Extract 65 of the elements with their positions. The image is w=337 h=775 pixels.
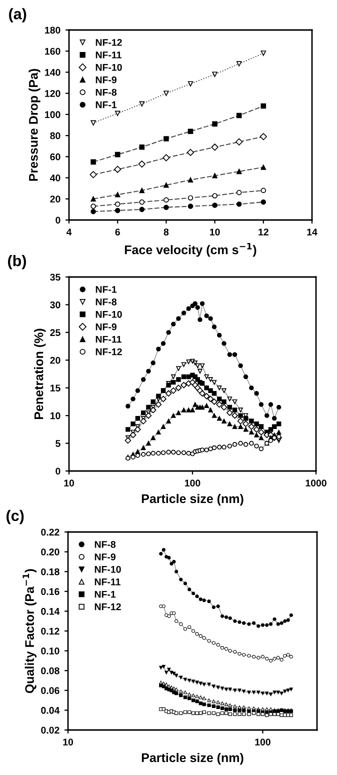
x-tick-label: 4 xyxy=(66,228,72,236)
y-tick-label: 180 xyxy=(45,26,60,34)
legend-label: NF-12 xyxy=(94,603,121,610)
x-axis-title: Particle size (nm) xyxy=(142,752,244,765)
x-tick-label: 14 xyxy=(307,228,318,236)
y-tick-label: 40 xyxy=(50,174,60,182)
y-axis-title: Pressure Drop (Pa) xyxy=(28,69,40,181)
x-axis-title: Particle size (nm) xyxy=(142,494,244,506)
y-tick-label: 30 xyxy=(50,301,60,308)
x-tick-label: 10 xyxy=(210,228,220,236)
x-tick-label: 8 xyxy=(164,228,169,236)
y-tick-label: 60 xyxy=(50,153,60,160)
x-tick-label: 12 xyxy=(258,228,268,236)
legend-label: NF-10 xyxy=(94,566,121,573)
y-tick-label: 80 xyxy=(50,132,60,140)
y-tick-label: 0.18 xyxy=(41,568,60,576)
legend-label: NF-11 xyxy=(96,336,122,343)
y-tick-label: 0.20 xyxy=(41,548,60,556)
x-tick-label: 6 xyxy=(115,228,120,236)
legend-label: NF-8 xyxy=(94,541,116,548)
y-tick-label: 0.14 xyxy=(41,608,60,615)
y-tick-label: 0.16 xyxy=(41,588,60,596)
y-tick-label: 25 xyxy=(50,329,60,336)
legend-label: NF-1 xyxy=(96,286,117,293)
legend-label: NF-12 xyxy=(96,348,122,356)
legend-label: NF-1 xyxy=(96,101,117,108)
x-tick-label: 100 xyxy=(185,480,200,486)
y-tick-label: 0.06 xyxy=(41,687,60,694)
y-tick-label: 0.04 xyxy=(41,706,60,714)
chart-title: (c) xyxy=(6,510,24,524)
y-tick-label: 0 xyxy=(56,468,60,475)
legend-label: NF-8 xyxy=(96,298,117,306)
y-tick-label: 0 xyxy=(56,216,60,224)
y-axis-title: Quality Factor (Pa$^{−1}$) xyxy=(22,569,36,694)
y-tick-label: 100 xyxy=(45,111,60,118)
x-tick-label: 1000 xyxy=(306,480,326,486)
legend-label: NF-8 xyxy=(96,88,117,96)
y-tick-label: 35 xyxy=(50,274,60,281)
y-tick-label: 0.10 xyxy=(41,648,60,654)
y-axis-title: Penetration (%) xyxy=(34,328,46,419)
y-tick-label: 20 xyxy=(50,356,60,364)
y-tick-label: 20 xyxy=(50,196,60,203)
legend-label: NF-9 xyxy=(96,76,116,84)
chart-title: (a) xyxy=(9,8,26,22)
y-tick-label: 5 xyxy=(56,440,60,447)
legend-label: NF-10 xyxy=(96,64,122,71)
y-tick-label: 0.12 xyxy=(41,628,60,635)
x-tick-label: 10 xyxy=(64,480,74,486)
y-tick-label: 10 xyxy=(50,412,60,420)
legend-label: NF-12 xyxy=(96,39,122,46)
y-tick-label: 0.02 xyxy=(41,726,60,734)
legend-label: NF-9 xyxy=(94,553,116,560)
legend-label: NF-11 xyxy=(94,578,120,586)
y-tick-label: 120 xyxy=(45,90,60,97)
legend-label: NF-10 xyxy=(96,310,122,318)
y-tick-label: 160 xyxy=(45,48,60,55)
y-tick-label: 140 xyxy=(45,68,60,76)
y-tick-label: 0.08 xyxy=(41,667,60,674)
y-tick-label: 15 xyxy=(50,384,60,392)
legend-label: NF-11 xyxy=(96,52,122,58)
legend-label: NF-9 xyxy=(96,323,116,330)
chart-title: (b) xyxy=(8,255,26,270)
x-axis-title: Face velocity (cm s$^{−1}$) xyxy=(124,242,256,257)
legend-label: NF-1 xyxy=(94,590,116,598)
y-tick-label: 0.22 xyxy=(41,528,60,536)
